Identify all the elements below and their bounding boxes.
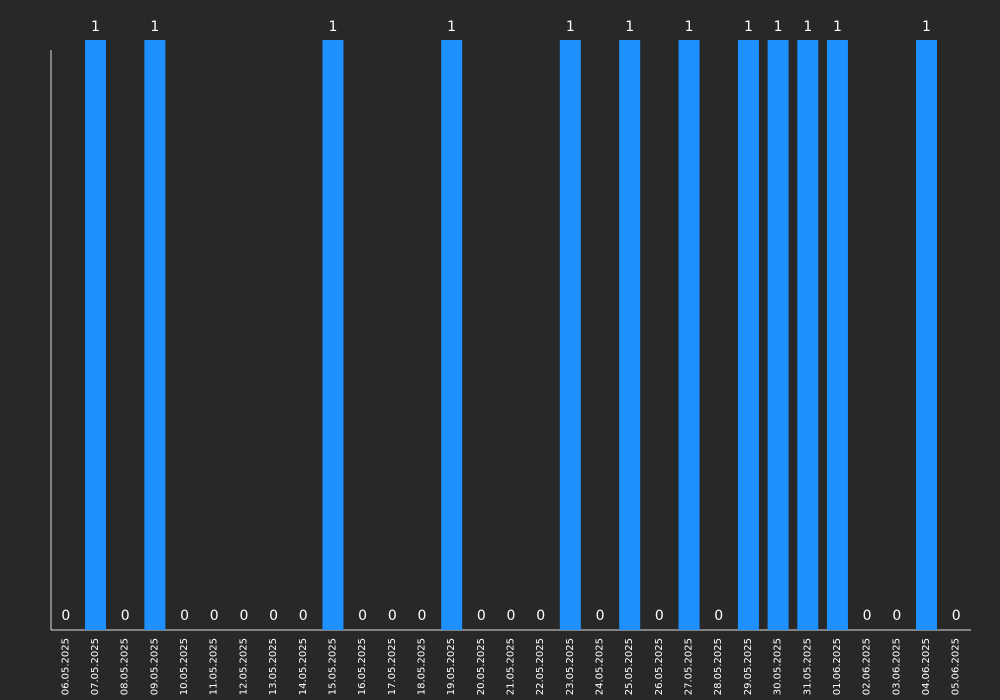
bar-31.05.2025 bbox=[797, 40, 819, 630]
bar-04.06.2025 bbox=[915, 40, 937, 630]
value-label-24.05.2025: 0 bbox=[596, 608, 605, 624]
x-tick-label-25.05.2025: 25.05.2025 bbox=[624, 638, 635, 695]
value-label-03.06.2025: 0 bbox=[892, 608, 901, 624]
x-tick-label-31.05.2025: 31.05.2025 bbox=[802, 638, 813, 695]
x-tick-label-11.05.2025: 11.05.2025 bbox=[209, 638, 220, 695]
x-tick-label-19.05.2025: 19.05.2025 bbox=[446, 638, 457, 695]
value-label-14.05.2025: 0 bbox=[299, 608, 308, 624]
x-tick-label-14.05.2025: 14.05.2025 bbox=[298, 638, 309, 695]
value-label-29.05.2025: 1 bbox=[744, 19, 753, 35]
x-tick-label-01.06.2025: 01.06.2025 bbox=[832, 638, 843, 695]
x-tick-label-13.05.2025: 13.05.2025 bbox=[268, 638, 279, 695]
value-label-16.05.2025: 0 bbox=[358, 608, 367, 624]
x-tick-label-10.05.2025: 10.05.2025 bbox=[179, 638, 190, 695]
x-tick-label-22.05.2025: 22.05.2025 bbox=[535, 638, 546, 695]
x-tick-label-07.05.2025: 07.05.2025 bbox=[90, 638, 101, 695]
value-label-11.05.2025: 0 bbox=[210, 608, 219, 624]
bars-group bbox=[85, 40, 937, 630]
x-tick-label-30.05.2025: 30.05.2025 bbox=[773, 638, 784, 695]
x-tick-label-17.05.2025: 17.05.2025 bbox=[387, 638, 398, 695]
value-label-19.05.2025: 1 bbox=[447, 19, 456, 35]
bar-15.05.2025 bbox=[322, 40, 344, 630]
bar-07.05.2025 bbox=[85, 40, 107, 630]
value-label-13.05.2025: 0 bbox=[269, 608, 278, 624]
value-label-23.05.2025: 1 bbox=[566, 19, 575, 35]
x-tick-labels-group: 06.05.2025 07.05.2025 08.05.2025 09.05.2025… bbox=[60, 638, 961, 695]
bar-29.05.2025 bbox=[737, 40, 759, 630]
x-tick-label-02.06.2025: 02.06.2025 bbox=[862, 638, 873, 695]
value-label-07.05.2025: 1 bbox=[91, 19, 100, 35]
x-tick-label-09.05.2025: 09.05.2025 bbox=[149, 638, 160, 695]
x-tick-label-16.05.2025: 16.05.2025 bbox=[357, 638, 368, 695]
bar-19.05.2025 bbox=[441, 40, 463, 630]
x-tick-label-26.05.2025: 26.05.2025 bbox=[654, 638, 665, 695]
value-label-26.05.2025: 0 bbox=[655, 608, 664, 624]
x-tick-label-24.05.2025: 24.05.2025 bbox=[595, 638, 606, 695]
value-label-21.05.2025: 0 bbox=[507, 608, 516, 624]
x-tick-label-20.05.2025: 20.05.2025 bbox=[476, 638, 487, 695]
x-tick-label-05.06.2025: 05.06.2025 bbox=[951, 638, 962, 695]
value-label-02.06.2025: 0 bbox=[863, 608, 872, 624]
value-label-12.05.2025: 0 bbox=[239, 608, 248, 624]
value-label-06.05.2025: 0 bbox=[61, 608, 70, 624]
bar-01.06.2025 bbox=[826, 40, 848, 630]
value-label-09.05.2025: 1 bbox=[150, 19, 159, 35]
x-tick-label-04.06.2025: 04.06.2025 bbox=[921, 638, 932, 695]
x-tick-label-21.05.2025: 21.05.2025 bbox=[506, 638, 517, 695]
value-label-20.05.2025: 0 bbox=[477, 608, 486, 624]
x-tick-label-12.05.2025: 12.05.2025 bbox=[238, 638, 249, 695]
value-label-28.05.2025: 0 bbox=[714, 608, 723, 624]
x-tick-label-03.06.2025: 03.06.2025 bbox=[891, 638, 902, 695]
bar-09.05.2025 bbox=[144, 40, 166, 630]
value-label-30.05.2025: 1 bbox=[774, 19, 783, 35]
bar-30.05.2025 bbox=[767, 40, 789, 630]
x-tick-label-28.05.2025: 28.05.2025 bbox=[713, 638, 724, 695]
x-tick-label-29.05.2025: 29.05.2025 bbox=[743, 638, 754, 695]
value-label-31.05.2025: 1 bbox=[803, 19, 812, 35]
bar-27.05.2025 bbox=[678, 40, 700, 630]
value-label-08.05.2025: 0 bbox=[121, 608, 130, 624]
bar-23.05.2025 bbox=[559, 40, 581, 630]
x-tick-label-18.05.2025: 18.05.2025 bbox=[416, 638, 427, 695]
value-label-27.05.2025: 1 bbox=[685, 19, 694, 35]
value-label-22.05.2025: 0 bbox=[536, 608, 545, 624]
x-tick-label-08.05.2025: 08.05.2025 bbox=[120, 638, 131, 695]
value-label-05.06.2025: 0 bbox=[952, 608, 961, 624]
x-tick-label-06.05.2025: 06.05.2025 bbox=[60, 638, 71, 695]
value-label-10.05.2025: 0 bbox=[180, 608, 189, 624]
value-label-15.05.2025: 1 bbox=[328, 19, 337, 35]
value-label-04.06.2025: 1 bbox=[922, 19, 931, 35]
bar-25.05.2025 bbox=[619, 40, 641, 630]
value-label-17.05.2025: 0 bbox=[388, 608, 397, 624]
x-tick-label-27.05.2025: 27.05.2025 bbox=[684, 638, 695, 695]
value-label-25.05.2025: 1 bbox=[625, 19, 634, 35]
value-labels-group: 0 1 0 1 0 0 0 0 0 1 0 0 0 1 0 0 0 1 0 1 0 1 0 1 1 1 1 0 0 1 0 bbox=[61, 19, 960, 624]
value-label-01.06.2025: 1 bbox=[833, 19, 842, 35]
value-label-18.05.2025: 0 bbox=[418, 608, 427, 624]
x-tick-label-23.05.2025: 23.05.2025 bbox=[565, 638, 576, 695]
x-tick-label-15.05.2025: 15.05.2025 bbox=[327, 638, 338, 695]
